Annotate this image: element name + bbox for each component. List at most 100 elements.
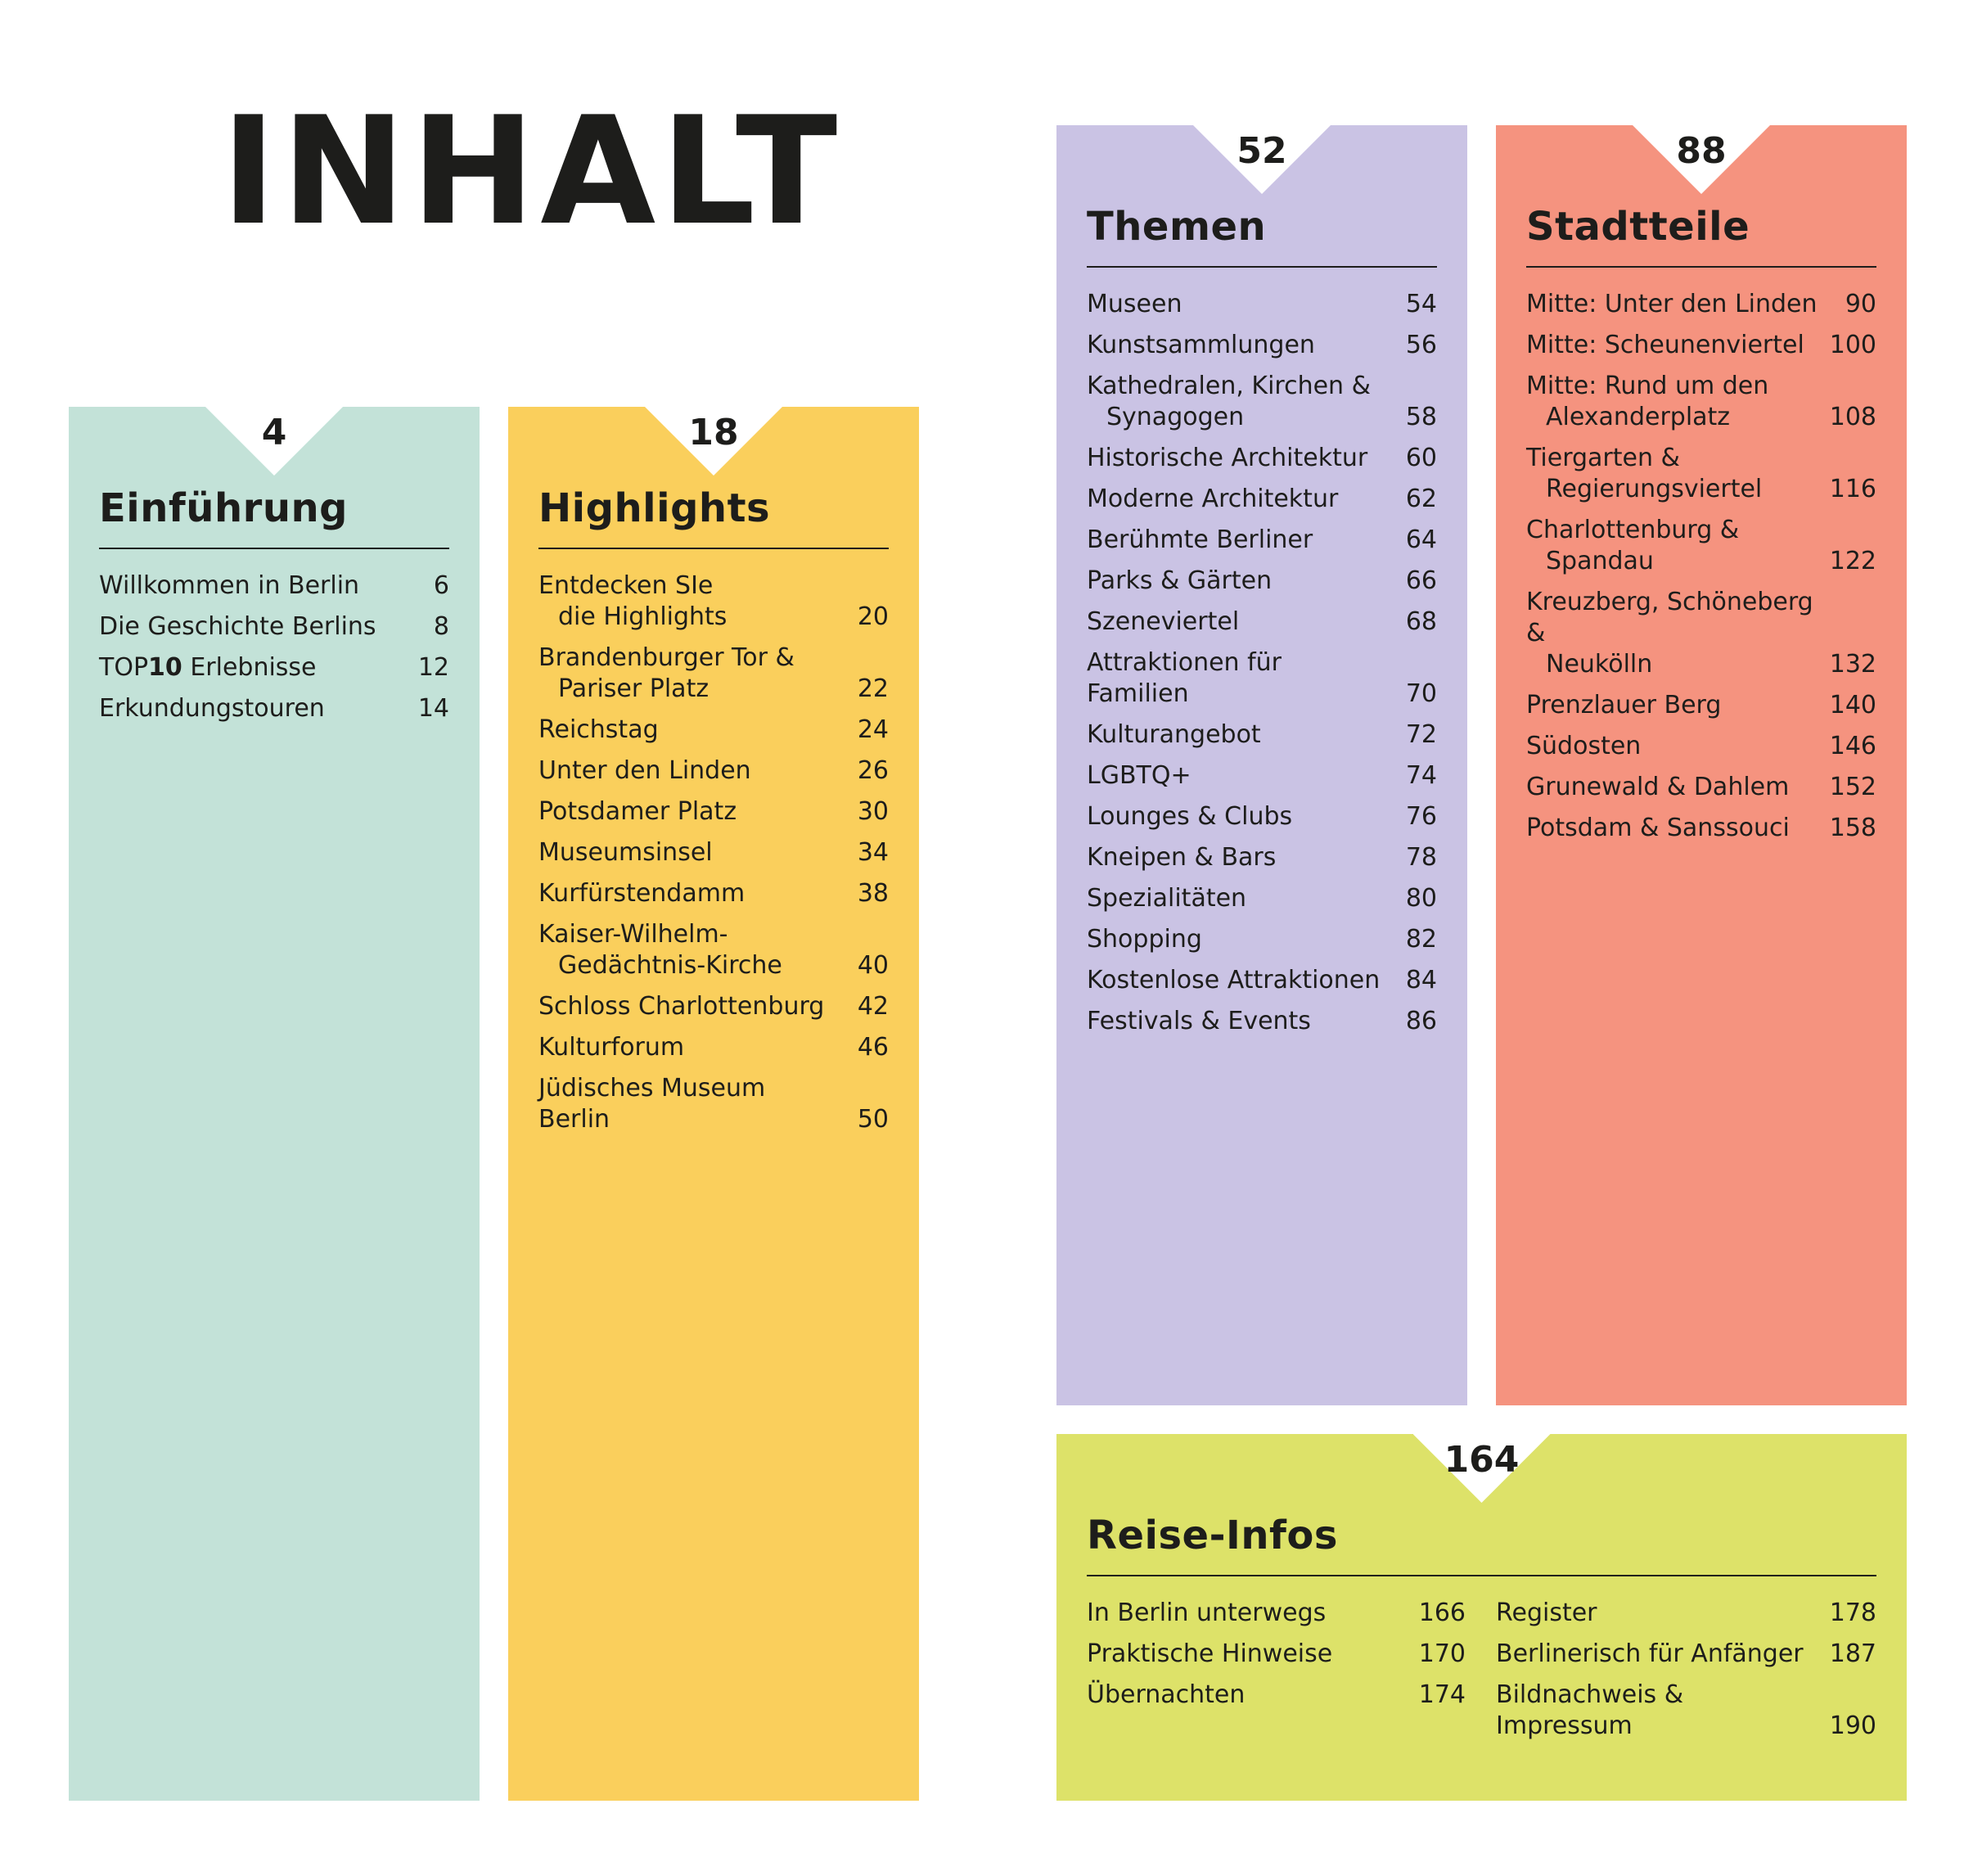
- section-highlights: 18 Highlights Entdecken SIe die Highlight…: [508, 407, 919, 1801]
- toc-entry[interactable]: Kneipen & Bars 78: [1087, 842, 1437, 873]
- toc-entry[interactable]: Moderne Architektur 62: [1087, 484, 1437, 515]
- toc-entry[interactable]: Museumsinsel 34: [538, 837, 889, 868]
- toc-entry[interactable]: Prenzlauer Berg 140: [1526, 690, 1876, 721]
- toc-entry[interactable]: Potsdamer Platz 30: [538, 796, 889, 828]
- entry-label: Historische Architektur: [1087, 444, 1368, 472]
- toc-entry[interactable]: Kostenlose Attraktionen 84: [1087, 965, 1437, 996]
- entry-label: Praktische Hinweise: [1087, 1639, 1333, 1668]
- entry-page: 84: [1405, 966, 1437, 994]
- toc-entry[interactable]: Praktische Hinweise 170: [1087, 1639, 1466, 1670]
- toc-entry[interactable]: Festivals & Events 86: [1087, 1006, 1437, 1037]
- entry-page: 100: [1829, 331, 1876, 359]
- entry-page: 8: [433, 612, 449, 641]
- entry-page: 76: [1405, 802, 1437, 831]
- entry-label: Berlinerisch für Anfänger: [1496, 1639, 1804, 1668]
- section-title: Einführung: [99, 489, 449, 549]
- toc-entry[interactable]: Attraktionen für Familien 70: [1087, 647, 1437, 710]
- entry-label: Festivals & Events: [1087, 1007, 1311, 1035]
- toc-entry[interactable]: Schloss Charlottenburg 42: [538, 991, 889, 1022]
- section-title: Highlights: [538, 489, 889, 549]
- entry-label: Charlottenburg &: [1526, 516, 1740, 544]
- entry-label: Potsdamer Platz: [538, 797, 737, 826]
- toc-entry[interactable]: Kulturforum 46: [538, 1032, 889, 1063]
- entry-label: Prenzlauer Berg: [1526, 691, 1722, 719]
- entry-label: Kostenlose Attraktionen: [1087, 966, 1381, 994]
- entry-page: 187: [1829, 1639, 1876, 1668]
- toc-entry[interactable]: Szeneviertel 68: [1087, 607, 1437, 638]
- toc-entry[interactable]: Lounges & Clubs 76: [1087, 801, 1437, 832]
- toc-entry[interactable]: Grunewald & Dahlem 152: [1526, 772, 1876, 803]
- entry-page: 30: [857, 797, 889, 826]
- toc-entry[interactable]: Bildnachweis & Impressum 190: [1496, 1680, 1876, 1742]
- entry-page: 24: [857, 715, 889, 744]
- entry-label: Übernachten: [1087, 1680, 1246, 1709]
- toc-entry[interactable]: Kathedralen, Kirchen & Synagogen 58: [1087, 371, 1437, 433]
- section-title: Stadtteile: [1526, 207, 1876, 268]
- toc-entry[interactable]: Entdecken SIe die Highlights 20: [538, 570, 889, 633]
- toc-entry[interactable]: Willkommen in Berlin 6: [99, 570, 449, 602]
- entry-page: 166: [1418, 1599, 1466, 1627]
- toc-entry[interactable]: LGBTQ+ 74: [1087, 760, 1437, 791]
- entry-label: Bildnachweis & Impressum: [1496, 1680, 1684, 1740]
- toc-entry[interactable]: Kurfürstendamm 38: [538, 878, 889, 909]
- toc-entry[interactable]: Mitte: Rund um den Alexanderplatz 108: [1526, 371, 1876, 433]
- entry-label: Kreuzberg, Schöneberg &: [1526, 588, 1813, 647]
- entry-page: 56: [1405, 331, 1437, 359]
- toc-entry[interactable]: Kreuzberg, Schöneberg & Neukölln 132: [1526, 587, 1876, 680]
- entry-label: Jüdisches Museum Berlin: [538, 1074, 766, 1134]
- entry-label: In Berlin unterwegs: [1087, 1599, 1327, 1627]
- entry-label: Willkommen in Berlin: [99, 571, 360, 600]
- entry-page: 40: [857, 951, 889, 980]
- entry-label-continued: Neukölln: [1546, 650, 1653, 679]
- entry-label: Potsdam & Sanssouci: [1526, 814, 1790, 842]
- section-page-number: 88: [1676, 130, 1727, 172]
- entry-page: 80: [1405, 884, 1437, 913]
- entry-label: Shopping: [1087, 925, 1202, 954]
- toc-entry[interactable]: Südosten 146: [1526, 731, 1876, 762]
- entry-page: 178: [1829, 1599, 1876, 1627]
- entry-page: 34: [857, 838, 889, 867]
- page-title: INHALT: [221, 84, 843, 258]
- entry-page: 50: [857, 1105, 889, 1134]
- entry-label: Kunstsammlungen: [1087, 331, 1315, 359]
- entry-list: Entdecken SIe die Highlights 20 Brandenburg…: [538, 570, 889, 1145]
- entry-page: 74: [1405, 761, 1437, 790]
- toc-entry[interactable]: Berlinerisch für Anfänger 187: [1496, 1639, 1876, 1670]
- toc-entry[interactable]: Historische Architektur 60: [1087, 443, 1437, 474]
- entry-label: Mitte: Rund um den: [1526, 372, 1769, 400]
- entry-page: 152: [1829, 773, 1876, 801]
- toc-entry[interactable]: Brandenburger Tor & Pariser Platz 22: [538, 643, 889, 705]
- toc-entry[interactable]: Kulturangebot 72: [1087, 719, 1437, 751]
- toc-entry[interactable]: Mitte: Scheunenviertel 100: [1526, 330, 1876, 361]
- entry-page: 132: [1829, 650, 1876, 679]
- toc-entry[interactable]: TOP10 Erlebnisse 12: [99, 652, 449, 683]
- toc-entry[interactable]: Kunstsammlungen 56: [1087, 330, 1437, 361]
- toc-entry[interactable]: Übernachten 174: [1087, 1680, 1466, 1711]
- toc-entry[interactable]: Tiergarten & Regierungsviertel 116: [1526, 443, 1876, 505]
- entry-label: TOP10 Erlebnisse: [99, 652, 400, 683]
- toc-entry[interactable]: Mitte: Unter den Linden 90: [1526, 289, 1876, 320]
- toc-entry[interactable]: Potsdam & Sanssouci 158: [1526, 813, 1876, 844]
- toc-entry[interactable]: Register 178: [1496, 1598, 1876, 1629]
- toc-entry[interactable]: Jüdisches Museum Berlin 50: [538, 1073, 889, 1135]
- entry-label: Schloss Charlottenburg: [538, 992, 825, 1021]
- entry-label: Mitte: Scheunenviertel: [1526, 331, 1804, 359]
- entry-page: 90: [1845, 290, 1876, 318]
- toc-entry[interactable]: Shopping 82: [1087, 924, 1437, 955]
- entry-page: 46: [857, 1033, 889, 1062]
- toc-entry[interactable]: Museen 54: [1087, 289, 1437, 320]
- entry-label: Erkundungstouren: [99, 694, 325, 723]
- toc-entry[interactable]: Erkundungstouren 14: [99, 693, 449, 724]
- toc-entry[interactable]: Charlottenburg & Spandau 122: [1526, 515, 1876, 577]
- toc-entry[interactable]: In Berlin unterwegs 166: [1087, 1598, 1466, 1629]
- toc-entry[interactable]: Unter den Linden 26: [538, 755, 889, 787]
- toc-entry[interactable]: Kaiser-Wilhelm- Gedächtnis-Kirche 40: [538, 919, 889, 981]
- toc-entry[interactable]: Berühmte Berliner 64: [1087, 525, 1437, 556]
- toc-entry[interactable]: Spezialitäten 80: [1087, 883, 1437, 914]
- toc-entry[interactable]: Parks & Gärten 66: [1087, 566, 1437, 597]
- toc-entry[interactable]: Die Geschichte Berlins 8: [99, 611, 449, 643]
- toc-entry[interactable]: Reichstag 24: [538, 715, 889, 746]
- entry-label: LGBTQ+: [1087, 761, 1191, 790]
- section-page-number: 52: [1237, 130, 1287, 172]
- section-stadtteile: 88 Stadtteile Mitte: Unter den Linden 90 M…: [1496, 125, 1907, 1405]
